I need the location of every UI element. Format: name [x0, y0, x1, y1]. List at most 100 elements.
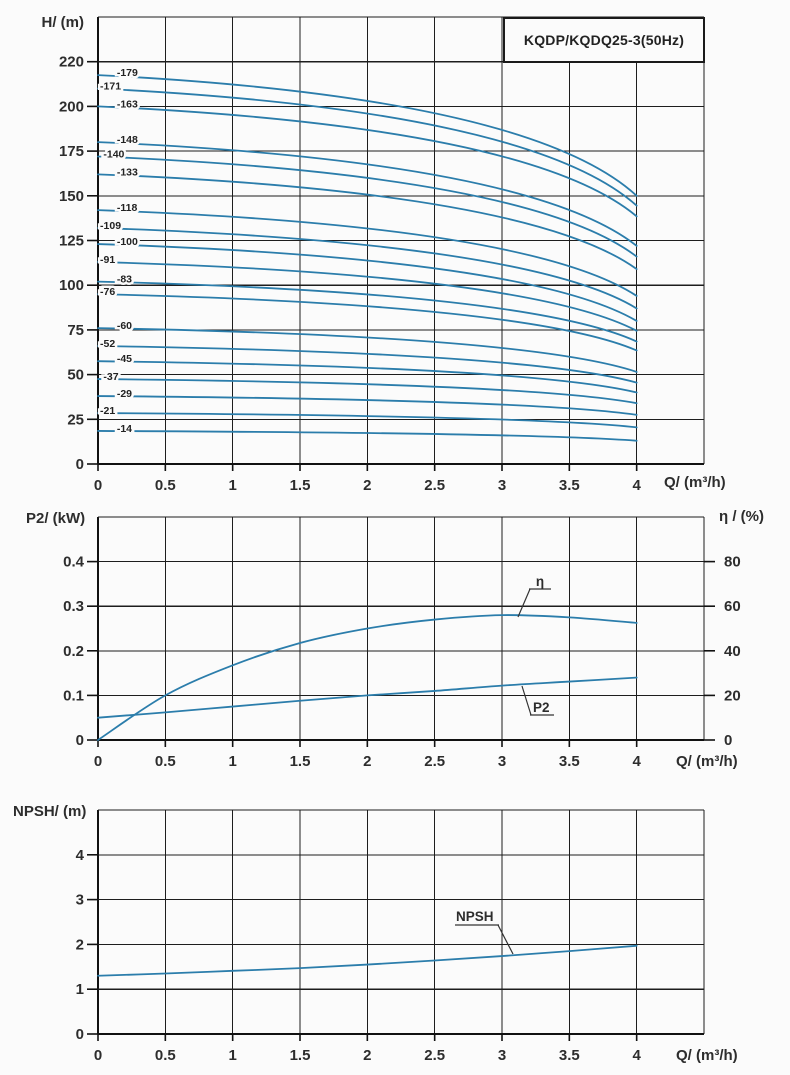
svg-text:1: 1 [76, 981, 84, 998]
svg-text:-60: -60 [117, 320, 132, 332]
svg-text:-171: -171 [100, 81, 121, 93]
svg-text:175: 175 [59, 143, 84, 160]
svg-text:2.5: 2.5 [424, 477, 445, 494]
svg-text:2: 2 [363, 477, 371, 494]
svg-text:100: 100 [59, 277, 84, 294]
svg-text:1.5: 1.5 [290, 1047, 311, 1064]
svg-text:150: 150 [59, 188, 84, 205]
svg-text:0: 0 [76, 732, 84, 749]
svg-text:0.5: 0.5 [155, 1047, 176, 1064]
svg-text:0: 0 [94, 477, 102, 494]
y-ticks [87, 60, 98, 465]
svg-text:125: 125 [59, 233, 84, 250]
npsh-chart-canvas: 0 1 2 3 4 0 0.5 1 1.5 2 2.5 3 3.5 4 NPSH [76, 809, 705, 1064]
power-efficiency-chart-canvas: 00.10.20.30.40 0.5 1 1.5 2 2.5 3 3.5 4020406080η… [63, 516, 741, 770]
power-x-axis-title: Q/ (m³/h) [676, 753, 738, 770]
svg-text:0: 0 [724, 732, 732, 749]
svg-text:3: 3 [498, 753, 506, 770]
svg-text:0.5: 0.5 [155, 753, 176, 770]
power-y-left-axis-title: P2/ (kW) [26, 510, 86, 527]
svg-text:-14: -14 [117, 423, 132, 435]
svg-text:-100: -100 [117, 236, 138, 248]
x-ticks [97, 740, 638, 747]
svg-text:2: 2 [363, 753, 371, 770]
svg-text:4: 4 [632, 1047, 641, 1064]
svg-text:3.5: 3.5 [559, 1047, 580, 1064]
head-x-axis-title: Q/ (m³/h) [664, 474, 726, 491]
svg-text:0.1: 0.1 [63, 687, 84, 704]
curve-annotations: η P2 [517, 574, 554, 716]
svg-text:4: 4 [76, 847, 85, 864]
svg-text:60: 60 [724, 598, 741, 615]
svg-text:η: η [536, 574, 544, 589]
svg-text:20: 20 [724, 687, 741, 704]
svg-text:-148: -148 [117, 134, 138, 146]
svg-text:25: 25 [67, 411, 84, 428]
head-y-axis-title: H/ (m) [41, 14, 85, 31]
grid [97, 516, 705, 741]
x-ticks [97, 1034, 638, 1041]
svg-text:0: 0 [94, 753, 102, 770]
npsh-x-axis-title: Q/ (m³/h) [676, 1047, 738, 1064]
y-tick-labels: 0 0.1 0.2 0.3 0.4 [63, 554, 85, 749]
chart-title-box: KQDP/KQDQ25-3(50Hz) [503, 17, 705, 63]
npsh-curve [97, 944, 638, 977]
svg-text:-133: -133 [117, 166, 138, 178]
svg-text:3: 3 [76, 892, 84, 909]
svg-text:0: 0 [76, 456, 84, 473]
x-ticks [97, 464, 638, 471]
svg-text:1.5: 1.5 [290, 753, 311, 770]
svg-text:1: 1 [228, 1047, 236, 1064]
head-curves [97, 74, 638, 442]
svg-text:1.5: 1.5 [290, 477, 311, 494]
x-tick-labels: 0 0.5 1 1.5 2 2.5 3 3.5 4 [94, 753, 642, 770]
svg-text:0: 0 [94, 1047, 102, 1064]
svg-text:80: 80 [724, 554, 741, 571]
svg-text:-76: -76 [100, 286, 115, 298]
svg-text:0.3: 0.3 [63, 598, 84, 615]
svg-text:2.5: 2.5 [424, 1047, 445, 1064]
svg-text:2: 2 [363, 1047, 371, 1064]
svg-text:40: 40 [724, 643, 741, 660]
y-right-ticks [704, 560, 715, 741]
npsh-y-axis-title: NPSH/ (m) [13, 803, 87, 820]
power-curves [97, 614, 638, 741]
head-chart-canvas: 0 25 50 75 100 125 150 175 200 220 0 0.5 1 1.5 2 2.5 3 3.… [59, 16, 705, 494]
svg-text:0.5: 0.5 [155, 477, 176, 494]
svg-text:-37: -37 [103, 371, 118, 383]
svg-text:-52: -52 [100, 338, 115, 350]
chart-title: KQDP/KQDQ25-3(50Hz) [523, 32, 685, 48]
svg-text:1: 1 [228, 753, 236, 770]
svg-text:-140: -140 [103, 148, 124, 160]
y-ticks [87, 560, 98, 741]
svg-text:NPSH: NPSH [456, 909, 494, 924]
svg-text:-29: -29 [117, 388, 132, 400]
svg-text:-109: -109 [100, 220, 121, 232]
y-ticks [87, 853, 98, 1035]
x-tick-labels: 0 0.5 1 1.5 2 2.5 3 3.5 4 [94, 477, 642, 494]
svg-text:3: 3 [498, 1047, 506, 1064]
svg-text:0.4: 0.4 [63, 554, 85, 571]
power-y-right-axis-title: η / (%) [719, 508, 764, 525]
grid [97, 809, 705, 1035]
svg-text:-163: -163 [117, 98, 138, 110]
x-tick-labels: 0 0.5 1 1.5 2 2.5 3 3.5 4 [94, 1047, 642, 1064]
svg-text:4: 4 [632, 753, 641, 770]
svg-text:75: 75 [67, 322, 84, 339]
svg-text:2.5: 2.5 [424, 753, 445, 770]
svg-text:-83: -83 [117, 274, 132, 286]
svg-text:P2: P2 [533, 700, 550, 715]
svg-text:-179: -179 [117, 67, 138, 79]
svg-text:2: 2 [76, 936, 84, 953]
svg-text:3.5: 3.5 [559, 477, 580, 494]
svg-text:4: 4 [632, 477, 641, 494]
svg-text:-45: -45 [117, 353, 132, 365]
svg-text:50: 50 [67, 367, 84, 384]
svg-text:1: 1 [228, 477, 236, 494]
svg-text:-21: -21 [100, 405, 115, 417]
curve-annotations: NPSH [455, 909, 514, 955]
svg-text:-118: -118 [117, 202, 138, 214]
svg-text:0.2: 0.2 [63, 643, 84, 660]
svg-text:0: 0 [76, 1026, 84, 1043]
